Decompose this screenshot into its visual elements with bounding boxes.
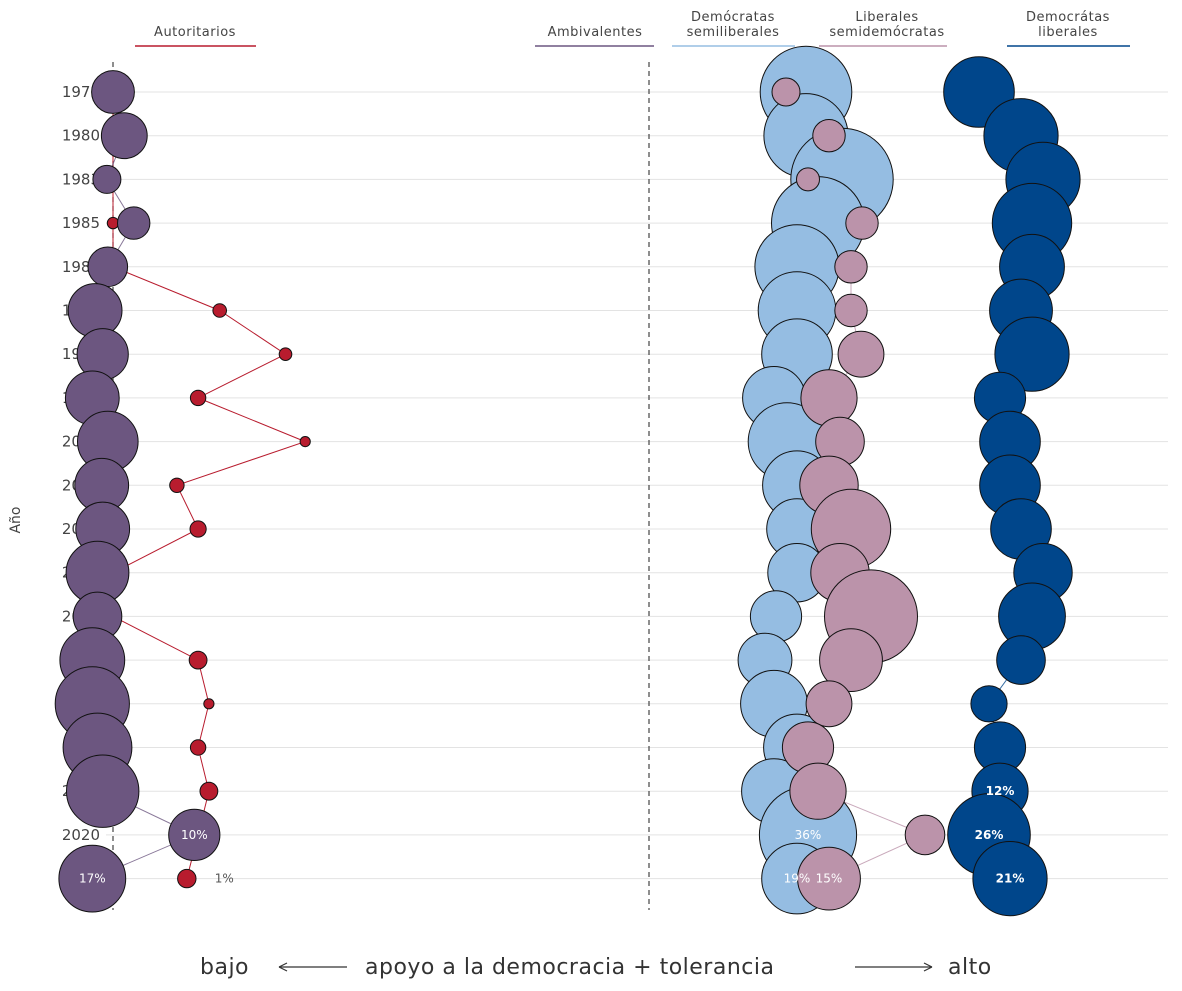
bubble-liberales-semidemocratas-1978 [771, 77, 801, 107]
bubble-autoritarios-1999 [189, 389, 207, 407]
bubble-liberales-semidemocratas-1995 [837, 330, 885, 378]
bubble-liberales-semidemocratas-1999 [800, 369, 858, 427]
legend-label-democratas-liberales: Democrátas liberales [1026, 10, 1110, 40]
bubble-ambivalentes-1983 [92, 164, 122, 194]
data-label-democratas-semiliberales-2020: 36% [795, 828, 822, 842]
bubble-liberales-semidemocratas-2012 [819, 628, 883, 692]
y-tick-label: 1978 [62, 83, 100, 101]
bubble-liberales-semidemocratas-1985 [845, 206, 879, 240]
bubble-autoritarios-2002 [299, 436, 311, 448]
data-label-democratas-liberales-2018: 12% [986, 784, 1015, 798]
bubble-autoritarios-2016 [189, 739, 207, 756]
y-tick-label: 2020 [62, 826, 100, 844]
x-annotation-high: alto [948, 955, 992, 980]
bubble-ambivalentes-2020 [168, 808, 221, 862]
bubble-liberales-semidemocratas-2018 [789, 762, 847, 820]
bubble-democratas-liberales-2021 [972, 841, 1048, 917]
arrow-right-head [923, 962, 933, 972]
data-label-liberales-semidemocratas-2021: 15% [816, 872, 843, 886]
bubble-autoritarios-2006 [189, 520, 207, 538]
bubble-autoritarios-2021 [177, 868, 197, 889]
bubble-democratas-liberales-1995 [994, 316, 1070, 392]
bubble-autoritarios-2012 [188, 650, 208, 670]
legend-label-autoritarios: Autoritarios [154, 25, 236, 40]
bubble-autoritarios-2014 [203, 698, 215, 710]
legend-label-ambivalentes: Ambivalentes [548, 25, 643, 40]
bubble-ambivalentes-2018 [66, 754, 140, 828]
bubble-liberales-semidemocratas-2021 [797, 846, 861, 911]
bubble-liberales-semidemocratas-1983 [796, 167, 820, 192]
y-tick-label: 1980 [62, 127, 100, 145]
legend-label-liberales-semidemocratas: Liberales semidemócratas [829, 10, 944, 40]
bubble-ambivalentes-1978 [91, 70, 135, 114]
bubble-autoritarios-2004 [169, 477, 185, 493]
bubble-democratas-liberales-2014 [970, 685, 1008, 723]
bubble-ambivalentes-1985 [117, 206, 151, 240]
bubble-liberales-semidemocratas-2020 [904, 814, 946, 856]
bubble-autoritarios-2018 [199, 781, 219, 801]
y-tick-label: 1985 [62, 214, 100, 232]
bubble-ambivalentes-1987 [87, 246, 129, 288]
bubble-liberales-semidemocratas-1987 [834, 250, 868, 284]
x-annotation-low: bajo [200, 955, 249, 980]
data-label-ambivalentes-2020: 10% [181, 828, 208, 842]
bubble-liberales-semidemocratas-2014 [805, 680, 853, 728]
data-label-autoritarios-2021: 1% [215, 872, 234, 886]
bubble-ambivalentes-1980 [100, 112, 148, 160]
data-label-democratas-liberales-2021: 21% [996, 872, 1025, 886]
bubble-ambivalentes-2021 [58, 844, 127, 913]
bubble-autoritarios-1985 [106, 216, 120, 230]
bubble-autoritarios-1995 [278, 347, 293, 362]
arrow-left-head [278, 962, 288, 972]
legend-label-democratas-semiliberales: Demócratas semiliberales [687, 10, 780, 40]
bubble-democratas-liberales-2012 [996, 635, 1046, 685]
data-label-ambivalentes-2021: 17% [79, 872, 106, 886]
bubble-liberales-semidemocratas-1980 [812, 119, 846, 153]
bubble-autoritarios-1990 [212, 303, 227, 318]
y-axis-label: Año [8, 506, 24, 533]
data-label-democratas-semiliberales-2021: 19% [784, 872, 811, 886]
bubble-liberales-semidemocratas-1990 [834, 293, 868, 328]
x-annotation-middle: apoyo a la democracia + tolerancia [365, 955, 774, 980]
data-label-democratas-liberales-2020: 26% [975, 828, 1004, 842]
y-tick-label: 1983 [62, 170, 100, 188]
